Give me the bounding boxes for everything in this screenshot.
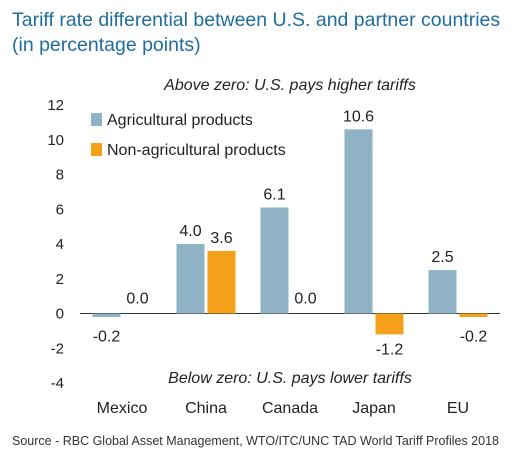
y-tick-label: 6 xyxy=(56,201,64,218)
legend-swatch xyxy=(91,113,102,126)
bars-group xyxy=(92,129,488,335)
x-category-label: Japan xyxy=(352,400,396,417)
bar-non-agricultural-japan xyxy=(375,313,404,335)
legend-label: Non-agricultural products xyxy=(107,142,286,159)
data-label: 0.0 xyxy=(294,291,316,308)
legend-swatch xyxy=(91,143,102,156)
x-category-label: Mexico xyxy=(97,400,148,417)
data-label: 2.5 xyxy=(431,249,453,266)
source-note: Source - RBC Global Asset Management, WT… xyxy=(12,434,499,448)
y-tick-label: 0 xyxy=(56,306,64,323)
legend: Agricultural products Non-agricultural pr… xyxy=(91,112,286,159)
y-tick-label: 4 xyxy=(56,236,64,253)
x-category-label: Canada xyxy=(262,400,318,417)
data-label: -1.2 xyxy=(376,341,404,358)
x-category-label: China xyxy=(185,400,227,417)
bar-agricultural-mexico xyxy=(92,313,121,317)
data-label: 6.1 xyxy=(263,187,285,204)
bar-agricultural-china xyxy=(176,244,205,314)
annotation-below-zero: Below zero: U.S. pays lower tariffs xyxy=(168,370,412,387)
data-label: 0.0 xyxy=(126,291,148,308)
chart-title: Tariff rate differential between U.S. an… xyxy=(12,9,501,56)
data-labels-group: -0.2 0.0 4.0 3.6 6.1 0.0 10.6 -1.2 2.5 -0.2 xyxy=(93,108,488,358)
data-label: -0.2 xyxy=(93,329,121,346)
y-tick-label: 2 xyxy=(56,271,64,288)
legend-label: Agricultural products xyxy=(107,112,253,129)
bar-non-agricultural-china xyxy=(207,250,236,314)
x-category-label: EU xyxy=(447,400,469,417)
x-axis-categories: Mexico China Canada Japan EU xyxy=(97,400,469,417)
y-tick-label: -4 xyxy=(51,375,64,392)
y-tick-label: 10 xyxy=(47,132,64,149)
y-tick-label: 8 xyxy=(56,167,64,184)
bar-agricultural-eu xyxy=(428,270,457,314)
y-tick-label: -2 xyxy=(51,340,64,357)
bar-non-agricultural-eu xyxy=(459,313,488,317)
bar-agricultural-japan xyxy=(344,129,373,314)
data-label: 3.6 xyxy=(210,230,232,247)
bar-chart: Above zero: U.S. pays higher tariffs Bel… xyxy=(47,77,500,417)
data-label: -0.2 xyxy=(460,329,488,346)
data-label: 4.0 xyxy=(179,223,201,240)
annotation-above-zero: Above zero: U.S. pays higher tariffs xyxy=(163,77,416,94)
data-label: 10.6 xyxy=(343,108,374,125)
bar-agricultural-canada xyxy=(260,207,289,314)
y-tick-label: 12 xyxy=(47,97,64,114)
